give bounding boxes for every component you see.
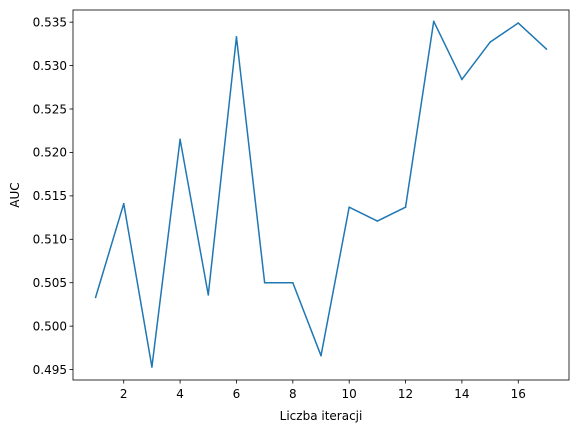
data-point [489, 41, 491, 43]
x-axis-label: Liczba iteracji [280, 409, 363, 423]
axes: 2 4 6 8 10 12 14 16 0.495 0.500 0.505 0.510 0.515 0.5… [33, 9, 570, 401]
y-tick-label: 0.495 [33, 363, 67, 377]
x-tick-label: 12 [398, 387, 413, 401]
data-point [122, 202, 125, 205]
data-point [348, 206, 350, 208]
y-axis-label: AUC [8, 182, 22, 207]
x-tick-label: 2 [120, 387, 128, 401]
data-point [292, 281, 294, 284]
data-point [207, 294, 210, 296]
x-tick-label: 16 [511, 387, 526, 401]
data-point [404, 206, 407, 208]
data-point [545, 48, 548, 50]
y-tick-label: 0.535 [33, 15, 67, 29]
y-tick-label: 0.520 [33, 146, 67, 160]
x-tick-label: 6 [233, 387, 241, 401]
data-point [235, 36, 238, 38]
data-point [432, 20, 435, 23]
data-point [151, 366, 153, 368]
x-tick-label: 4 [176, 387, 184, 401]
x-tick-label: 8 [289, 387, 297, 401]
data-point [94, 296, 97, 299]
y-tick-label: 0.505 [33, 276, 67, 290]
data-point [517, 22, 520, 24]
y-tick-label: 0.515 [33, 189, 67, 203]
data-point [320, 354, 322, 357]
data-point [376, 220, 379, 222]
series-line-0 [94, 20, 547, 368]
x-tick-label: 14 [454, 387, 469, 401]
data-point [179, 138, 181, 141]
y-tick-label: 0.500 [33, 319, 67, 333]
x-tick-label: 10 [342, 387, 357, 401]
y-tick-label: 0.510 [33, 233, 67, 247]
plot-area [94, 20, 548, 368]
data-point [461, 78, 463, 81]
data-point [263, 281, 266, 284]
plot-frame [72, 9, 570, 381]
y-tick-label: 0.525 [33, 102, 67, 116]
y-tick-label: 0.530 [33, 59, 67, 73]
